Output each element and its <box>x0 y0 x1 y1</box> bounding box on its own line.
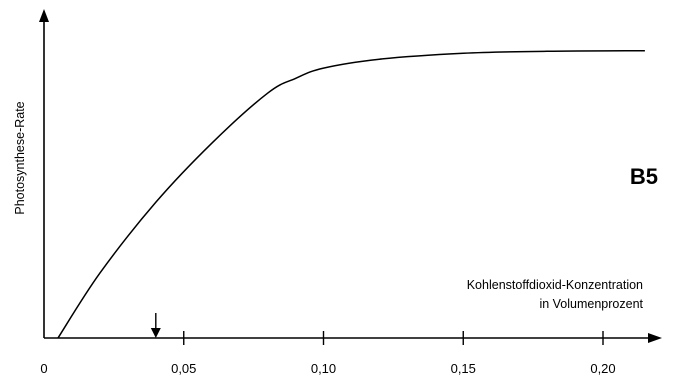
series-line <box>57 49 645 339</box>
x-axis-label-line2: in Volumenprozent <box>539 297 643 311</box>
x-tick-label: 0,20 <box>590 361 615 376</box>
y-axis-label: Photosynthese-Rate <box>13 101 27 214</box>
x-axis-label-line1: Kohlenstoffdioxid-Konzentration <box>467 278 643 292</box>
x-tick-label: 0,05 <box>171 361 196 376</box>
x-tick-label: 0,15 <box>451 361 476 376</box>
x-tick-labels: 0 0,05 0,10 0,15 0,20 <box>40 361 615 376</box>
marker-arrow <box>150 313 161 338</box>
x-tick-label: 0 <box>40 361 47 376</box>
x-axis-arrow <box>648 333 662 343</box>
x-ticks <box>183 331 604 345</box>
panel-label: B5 <box>630 164 658 189</box>
y-axis-arrow <box>39 9 49 22</box>
x-tick-label: 0,10 <box>311 361 336 376</box>
